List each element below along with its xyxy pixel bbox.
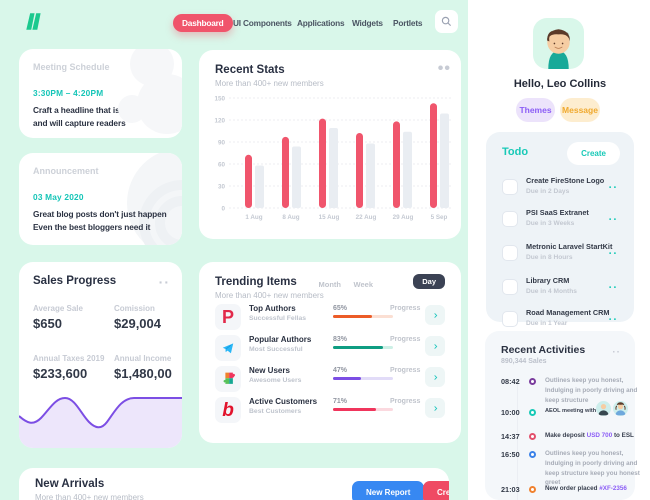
svg-text:22 Aug: 22 Aug: [356, 214, 377, 221]
svg-text:8 Aug: 8 Aug: [282, 214, 299, 221]
svg-text:120: 120: [214, 118, 225, 125]
svg-text:29 Aug: 29 Aug: [393, 214, 414, 221]
svg-text:15 Aug: 15 Aug: [319, 214, 340, 221]
svg-text:90: 90: [218, 140, 226, 147]
svg-text:1 Aug: 1 Aug: [245, 214, 262, 221]
svg-text:30: 30: [218, 184, 226, 191]
svg-text:60: 60: [218, 162, 226, 169]
svg-text:5 Sep: 5 Sep: [431, 214, 448, 221]
svg-text:0: 0: [221, 206, 225, 213]
svg-text:150: 150: [214, 96, 225, 103]
